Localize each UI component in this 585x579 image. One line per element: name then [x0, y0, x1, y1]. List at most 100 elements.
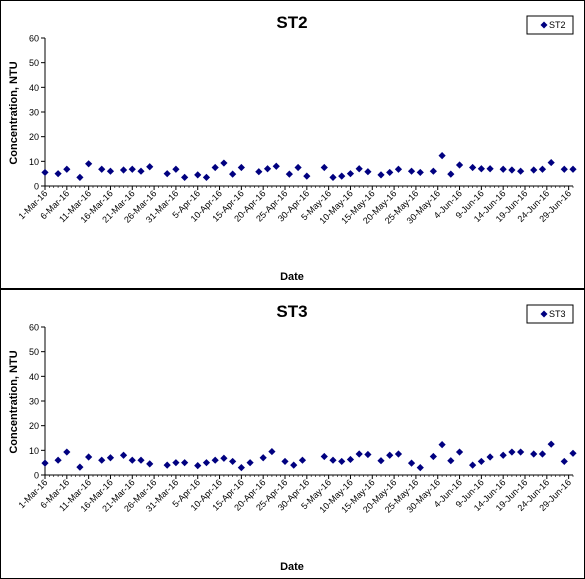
legend-label: ST3 — [549, 309, 566, 319]
data-point — [407, 167, 416, 175]
data-point — [76, 173, 84, 181]
data-point — [508, 448, 516, 456]
data-point — [508, 166, 516, 174]
data-point — [246, 459, 254, 467]
data-point — [455, 448, 464, 456]
y-axis-title: Concentration, NTU — [8, 350, 20, 453]
data-point — [569, 449, 577, 457]
y-tick-label: 60 — [29, 34, 39, 44]
y-axis-title: Concentration, NTU — [8, 61, 20, 164]
data-point — [285, 170, 293, 178]
x-axis-title: Date — [280, 271, 304, 283]
plot-area: 01020304050601-Mar-166-Mar-1611-Mar-1616… — [17, 323, 577, 515]
data-point — [63, 448, 71, 456]
data-point — [137, 456, 145, 464]
data-point — [346, 455, 355, 464]
data-point — [438, 152, 446, 160]
data-point — [469, 461, 477, 469]
y-tick-label: 30 — [29, 397, 39, 407]
y-tick-label: 50 — [29, 347, 39, 357]
data-point — [85, 453, 93, 461]
data-point — [416, 168, 424, 177]
data-point — [320, 163, 328, 172]
data-point — [386, 168, 394, 177]
y-tick-label: 60 — [29, 323, 39, 333]
data-point — [486, 453, 494, 461]
data-point — [119, 451, 128, 459]
x-axis-title: Date — [280, 561, 304, 573]
data-point — [294, 163, 302, 172]
data-point — [106, 454, 115, 462]
data-point — [76, 463, 84, 471]
y-tick-label: 0 — [34, 182, 39, 192]
data-point — [517, 167, 525, 175]
data-point — [364, 450, 372, 459]
chart-st2-svg: ST2 Date Concentration, NTU ST2 0 10 20 30 4… — [8, 13, 577, 283]
data-point — [560, 165, 568, 173]
data-point — [499, 451, 507, 459]
y-tick-label: 20 — [29, 421, 39, 431]
data-point — [569, 165, 577, 173]
legend: ST2 — [526, 15, 574, 35]
data-point — [477, 457, 485, 466]
data-point — [163, 461, 171, 469]
data-point — [547, 158, 555, 167]
y-tick-label: 20 — [29, 132, 39, 142]
data-point — [386, 451, 394, 459]
data-point — [194, 171, 202, 179]
y-tick-label: 0 — [34, 471, 39, 481]
data-point — [211, 456, 219, 464]
y-tick-label: 10 — [29, 157, 39, 167]
data-point — [54, 456, 62, 464]
data-point — [477, 165, 485, 173]
data-point — [377, 457, 385, 465]
chart-title: ST3 — [276, 302, 307, 321]
y-tick-label: 40 — [29, 83, 39, 93]
data-point — [181, 173, 189, 181]
data-point — [237, 163, 245, 172]
data-point — [338, 172, 346, 180]
data-point — [272, 162, 280, 170]
data-point — [54, 170, 62, 178]
data-point — [538, 165, 547, 173]
data-point — [98, 165, 106, 173]
chart-panel-st3: ST3 Date Concentration, NTU ST3 0 10 20 30 4… — [0, 289, 585, 579]
data-point — [237, 464, 245, 472]
data-point — [211, 163, 219, 172]
data-point — [320, 452, 328, 461]
data-point — [263, 165, 272, 173]
data-point — [137, 167, 145, 175]
data-point — [63, 165, 71, 173]
data-point — [98, 456, 106, 464]
data-point — [146, 163, 154, 171]
data-point — [547, 440, 555, 448]
legend-marker — [540, 21, 548, 29]
data-point — [128, 165, 136, 173]
data-point — [394, 165, 403, 173]
data-point — [455, 161, 464, 169]
data-point — [530, 166, 538, 174]
plot-area: 01020304050601-Mar-166-Mar-1611-Mar-1616… — [17, 34, 577, 226]
data-point — [202, 173, 211, 181]
data-point — [255, 168, 263, 176]
data-point — [447, 457, 455, 465]
data-point — [438, 441, 446, 449]
y-tick-label: 30 — [29, 108, 39, 118]
data-point — [172, 165, 180, 173]
y-tick-label: 10 — [29, 446, 39, 456]
data-point — [303, 172, 311, 180]
data-point — [469, 163, 477, 172]
legend-box — [526, 15, 574, 35]
data-point — [338, 457, 346, 466]
data-point — [85, 160, 93, 168]
data-point — [486, 165, 494, 173]
data-point — [355, 165, 363, 173]
data-point — [560, 457, 568, 466]
data-point — [517, 448, 525, 456]
chart-panel-st2: ST2 Date Concentration, NTU ST2 0 10 20 30 4… — [0, 0, 585, 289]
data-point — [407, 459, 416, 467]
data-point — [106, 167, 115, 175]
data-point — [530, 450, 538, 458]
data-point — [538, 450, 547, 458]
data-point — [128, 456, 136, 464]
